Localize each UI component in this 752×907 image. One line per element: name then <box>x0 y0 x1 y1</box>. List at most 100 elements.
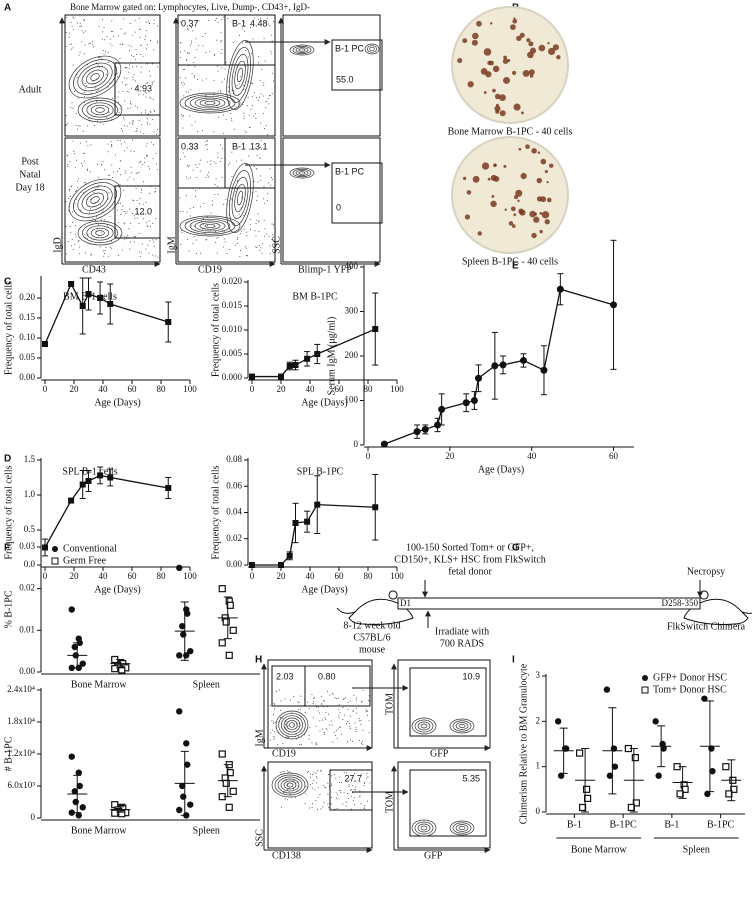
event-dot <box>266 200 268 202</box>
event-dot <box>240 230 242 232</box>
event-dot <box>188 115 190 117</box>
x-tick-label: 40 <box>527 451 537 461</box>
event-dot <box>150 97 152 99</box>
y-tick-label: 0.015 <box>222 300 243 310</box>
event-dot <box>216 65 218 67</box>
event-dot <box>317 796 319 798</box>
event-dot <box>77 97 79 99</box>
event-dot <box>77 22 79 24</box>
colony-spot <box>546 197 552 203</box>
data-point <box>111 809 119 817</box>
data-point <box>97 295 104 301</box>
event-dot <box>83 152 85 154</box>
event-dot <box>124 125 126 127</box>
event-dot <box>153 246 155 248</box>
event-dot <box>315 743 317 745</box>
event-dot <box>255 97 257 99</box>
event-dot <box>76 186 78 188</box>
event-dot <box>138 202 140 204</box>
event-dot <box>131 212 133 214</box>
event-dot <box>246 105 248 107</box>
event-dot <box>145 202 147 204</box>
y-tick-label: 0.08 <box>226 454 242 464</box>
event-dot <box>138 223 140 225</box>
data-point <box>42 341 48 347</box>
event-dot <box>227 86 229 88</box>
event-dot <box>242 104 244 106</box>
data-point <box>184 761 191 768</box>
event-dot <box>119 108 121 110</box>
event-dot <box>206 216 208 218</box>
event-dot <box>122 249 124 251</box>
event-dot <box>202 36 204 38</box>
plot-frame <box>64 14 161 137</box>
event-dot <box>263 235 265 237</box>
event-dot <box>256 154 258 156</box>
event-dot <box>345 801 347 803</box>
contour <box>229 170 251 226</box>
event-dot <box>350 739 352 741</box>
event-dot <box>179 57 181 59</box>
gate-value: 4.48 <box>250 18 268 28</box>
event-dot <box>225 118 227 120</box>
data-point <box>118 810 126 818</box>
event-dot <box>360 701 362 703</box>
event-dot <box>224 68 226 70</box>
colony-spot <box>490 22 493 25</box>
event-dot <box>118 91 120 93</box>
event-dot <box>313 698 315 700</box>
event-dot <box>216 39 218 41</box>
y-tick-label: 0.03 <box>19 541 35 551</box>
event-dot <box>315 799 317 801</box>
data-point <box>292 362 299 369</box>
axis-label: GFP <box>430 748 449 759</box>
event-dot <box>252 38 254 40</box>
event-dot <box>219 144 221 146</box>
y-tick-label: 0 <box>536 806 541 816</box>
contour <box>288 722 296 728</box>
event-dot <box>124 239 126 241</box>
event-dot <box>352 709 354 711</box>
event-dot <box>317 787 319 789</box>
contour <box>298 48 306 52</box>
data-line <box>384 288 614 445</box>
event-dot <box>87 125 89 127</box>
y-tick-label: 0.05 <box>19 352 35 362</box>
plot-frame <box>397 761 491 849</box>
data-point <box>704 790 711 798</box>
event-dot <box>335 735 337 737</box>
colony-spot <box>494 105 501 112</box>
event-dot <box>193 236 195 238</box>
event-dot <box>274 721 276 723</box>
event-dot <box>236 180 238 182</box>
event-dot <box>95 100 97 102</box>
event-dot <box>138 94 140 96</box>
event-dot <box>230 198 232 200</box>
event-dot <box>355 731 357 733</box>
event-dot <box>78 253 80 255</box>
event-dot <box>287 789 289 791</box>
colony-spot <box>513 103 521 111</box>
event-dot <box>317 706 319 708</box>
gate-value: 4.93 <box>134 83 152 93</box>
event-dot <box>77 180 79 182</box>
event-dot <box>220 91 222 93</box>
event-dot <box>154 111 156 113</box>
event-dot <box>95 188 97 190</box>
event-dot <box>339 781 341 783</box>
event-dot <box>106 36 108 38</box>
event-dot <box>180 243 182 245</box>
data-point <box>218 750 226 758</box>
data-point <box>709 768 716 775</box>
event-dot <box>75 124 77 126</box>
event-dot <box>104 250 106 252</box>
event-dot <box>239 233 241 235</box>
event-dot <box>150 111 152 113</box>
event-dot <box>365 709 367 711</box>
event-dot <box>210 163 212 165</box>
event-dot <box>145 48 147 50</box>
event-dot <box>308 738 310 740</box>
event-dot <box>134 19 136 21</box>
colony-spot <box>485 71 492 78</box>
event-dot <box>317 710 319 712</box>
